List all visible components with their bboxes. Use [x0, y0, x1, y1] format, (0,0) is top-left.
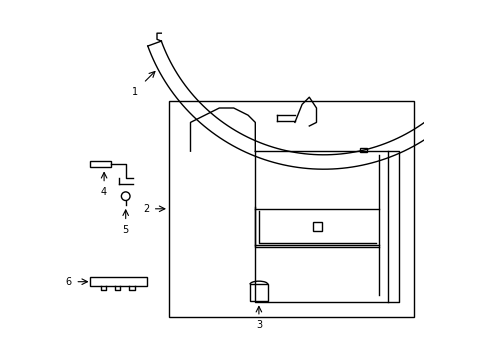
- Text: 3: 3: [255, 320, 262, 330]
- Text: 4: 4: [101, 187, 107, 197]
- Text: 5: 5: [122, 225, 128, 235]
- Bar: [359, 148, 366, 152]
- Bar: [168, 101, 413, 317]
- Text: 2: 2: [142, 204, 149, 214]
- Text: 1: 1: [132, 87, 138, 96]
- Bar: [89, 161, 111, 167]
- Bar: [89, 277, 147, 286]
- Bar: [312, 222, 321, 231]
- Text: 6: 6: [65, 277, 72, 287]
- Bar: [249, 284, 267, 301]
